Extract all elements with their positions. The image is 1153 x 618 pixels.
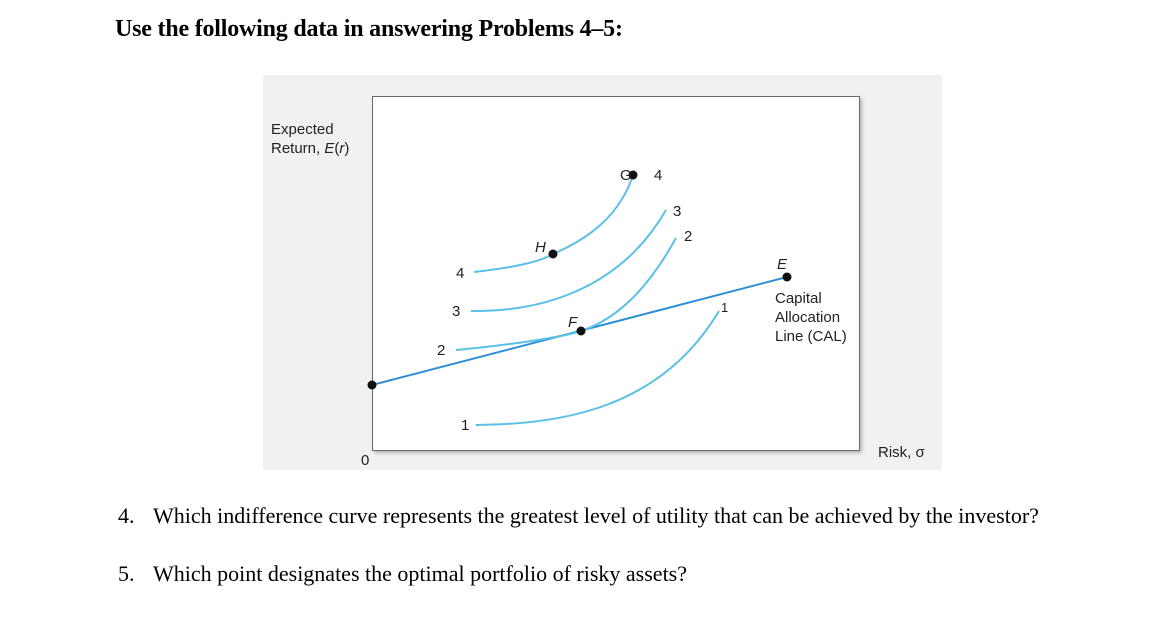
curve-4-label-right: 4: [654, 167, 663, 184]
curve-4-label-left: 4: [456, 265, 465, 282]
question-5: 5. Which point designates the optimal po…: [118, 560, 1108, 588]
point-h: [548, 249, 558, 259]
question-number: 5.: [118, 561, 135, 586]
risk-free-point: [367, 380, 377, 390]
questions: 4. Which indifference curve represents t…: [118, 502, 1108, 588]
question-4: 4. Which indifference curve represents t…: [118, 502, 1108, 530]
question-text: Which indifference curve represents the …: [153, 503, 1039, 528]
question-text: Which point designates the optimal portf…: [153, 561, 688, 586]
point-e-label: E: [777, 256, 788, 273]
point-f-label: F: [568, 314, 578, 331]
problem-heading: Use the following data in answering Prob…: [115, 16, 623, 42]
origin-label: 0: [361, 452, 370, 469]
y-axis-label: Expected Return, E(r): [271, 121, 350, 157]
curve-1-label-left: 1: [461, 417, 470, 434]
point-e: [782, 272, 792, 282]
point-g-label: G: [620, 167, 632, 184]
point-f: [576, 326, 586, 336]
indifference-curve-3: [470, 209, 667, 313]
cal-label: Capital Allocation Line (CAL): [775, 290, 847, 345]
point-g: [628, 170, 638, 180]
indifference-curve-1: [475, 310, 720, 426]
curve-2-label-left: 2: [437, 342, 446, 359]
question-number: 4.: [118, 503, 135, 528]
x-axis-label: Risk, σ: [878, 444, 925, 461]
point-h-label: H: [535, 239, 546, 256]
curve-3-label-right: 3: [673, 203, 682, 220]
curve-1-label-right: 1: [721, 300, 729, 315]
curve-2-label-right: 2: [684, 228, 693, 245]
plot-area: [372, 96, 860, 451]
indifference-curve-2: [455, 237, 677, 351]
curve-3-label-left: 3: [452, 303, 461, 320]
